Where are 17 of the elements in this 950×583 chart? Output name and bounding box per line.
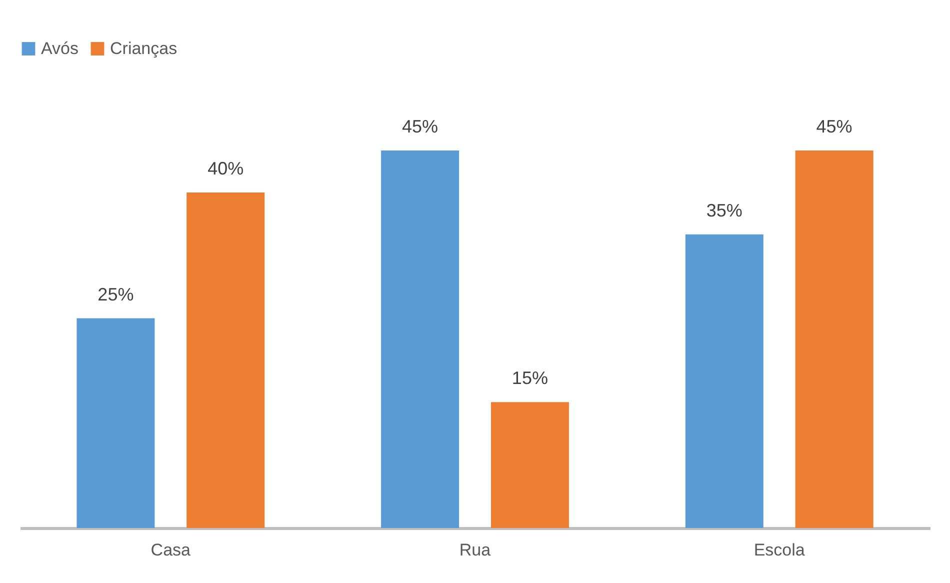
data-label: 25% [98,284,134,304]
bar [795,150,874,528]
bar [381,150,460,528]
data-label: 35% [706,200,742,220]
legend-label: Crianças [110,38,178,58]
bar [186,192,265,528]
bar [685,234,764,528]
x-tick-label: Rua [459,540,492,560]
x-tick-label: Escola [754,540,806,560]
x-tick-label: Casa [150,540,192,560]
data-label: 40% [208,158,244,178]
data-label: 45% [402,116,438,136]
legend-label: Avós [41,38,78,58]
data-label: 45% [816,116,852,136]
data-label: 15% [512,368,548,388]
bar [76,318,155,528]
bar [490,402,569,528]
